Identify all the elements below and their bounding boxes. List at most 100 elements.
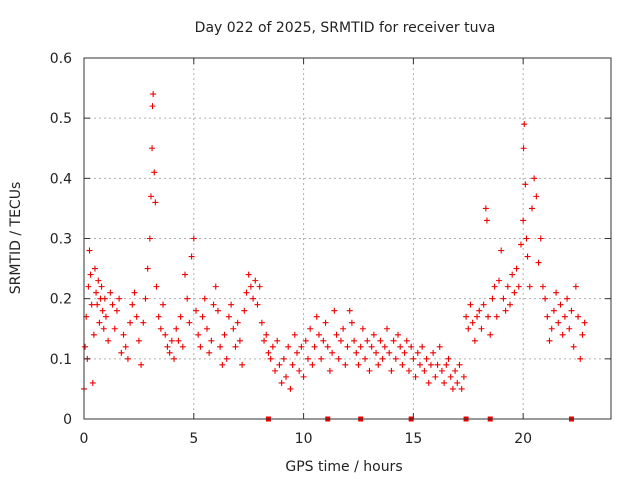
data-point (506, 301, 513, 308)
data-point (116, 295, 123, 302)
data-point (491, 283, 498, 290)
data-point (146, 235, 153, 242)
data-point (405, 367, 412, 374)
data-point (315, 331, 322, 338)
data-point (228, 301, 235, 308)
data-point (421, 367, 428, 374)
data-point (542, 295, 549, 302)
data-point (581, 319, 588, 326)
data-point (201, 295, 208, 302)
y-tick-label: 0.4 (50, 171, 72, 187)
data-point (441, 379, 448, 386)
data-point (425, 379, 432, 386)
y-tick-label: 0.3 (50, 232, 72, 248)
data-point (250, 295, 257, 302)
data-point (438, 367, 445, 374)
data-point (313, 313, 320, 320)
data-point (214, 307, 221, 314)
y-tick-label: 0 (63, 412, 72, 428)
data-point (261, 337, 268, 344)
data-point (410, 355, 417, 362)
data-point (364, 337, 371, 344)
data-point (412, 373, 419, 380)
data-point (454, 379, 461, 386)
data-point (293, 349, 300, 356)
data-point (430, 349, 437, 356)
data-point (88, 301, 95, 308)
data-point (460, 373, 467, 380)
chart-title: Day 022 of 2025, SRMTID for receiver tuv… (195, 20, 496, 36)
data-point (177, 313, 184, 320)
data-point (331, 307, 338, 314)
data-point (168, 337, 175, 344)
data-point (99, 307, 106, 314)
data-point (149, 145, 156, 152)
data-point (357, 343, 364, 350)
data-point (217, 343, 224, 350)
data-point (561, 313, 568, 320)
data-point (480, 301, 487, 308)
data-point (118, 349, 125, 356)
data-point (553, 289, 560, 296)
data-point (471, 337, 478, 344)
data-point (287, 385, 294, 392)
data-point (434, 361, 441, 368)
data-point (267, 355, 274, 362)
data-point (111, 325, 118, 332)
data-point (476, 307, 483, 314)
data-point (318, 355, 325, 362)
data-point (564, 295, 571, 302)
data-point (133, 313, 140, 320)
data-point (566, 325, 573, 332)
data-point (489, 295, 496, 302)
data-point (368, 343, 375, 350)
data-point (373, 349, 380, 356)
data-point (195, 331, 202, 338)
data-point (188, 253, 195, 260)
data-point (355, 361, 362, 368)
data-point (234, 319, 241, 326)
data-point (572, 283, 579, 290)
data-point (515, 283, 522, 290)
data-point (219, 361, 226, 368)
data-point (87, 271, 94, 278)
data-point (533, 193, 540, 200)
data-point (463, 313, 470, 320)
data-point (342, 361, 349, 368)
data-point (557, 301, 564, 308)
y-axis-title: SRMTID / TECUs (8, 182, 24, 295)
data-point (166, 349, 173, 356)
data-point (390, 337, 397, 344)
data-point (478, 325, 485, 332)
data-point (245, 271, 252, 278)
y-tick-label: 0.5 (50, 111, 72, 127)
data-point (469, 319, 476, 326)
data-point (101, 295, 108, 302)
data-point (359, 325, 366, 332)
data-point (401, 349, 408, 356)
data-point (91, 265, 98, 272)
axis-ticks (83, 57, 611, 420)
data-point (311, 343, 318, 350)
data-point (197, 343, 204, 350)
data-point (157, 325, 164, 332)
data-point (225, 313, 232, 320)
data-point (296, 367, 303, 374)
data-point (239, 361, 246, 368)
data-point (221, 331, 228, 338)
data-point (535, 259, 542, 266)
x-tick-label: 5 (189, 431, 198, 447)
data-point (190, 235, 197, 242)
data-point (100, 325, 107, 332)
data-point (102, 313, 109, 320)
data-point (467, 301, 474, 308)
data-point (483, 217, 490, 224)
data-point (513, 265, 520, 272)
data-point (496, 277, 503, 284)
data-point (340, 325, 347, 332)
data-point (89, 379, 96, 386)
data-point (203, 325, 210, 332)
data-point (379, 355, 386, 362)
data-point (474, 313, 481, 320)
